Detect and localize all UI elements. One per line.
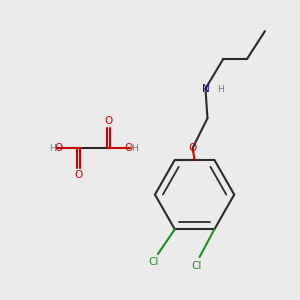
Text: Cl: Cl — [191, 261, 202, 271]
Text: H: H — [49, 143, 56, 152]
Text: O: O — [104, 116, 112, 126]
Text: O: O — [124, 143, 133, 153]
Text: O: O — [74, 170, 83, 180]
Text: H: H — [218, 85, 224, 94]
Text: N: N — [202, 84, 209, 94]
Text: H: H — [131, 143, 138, 152]
Text: Cl: Cl — [149, 257, 159, 267]
Text: O: O — [188, 143, 197, 153]
Text: O: O — [55, 143, 63, 153]
